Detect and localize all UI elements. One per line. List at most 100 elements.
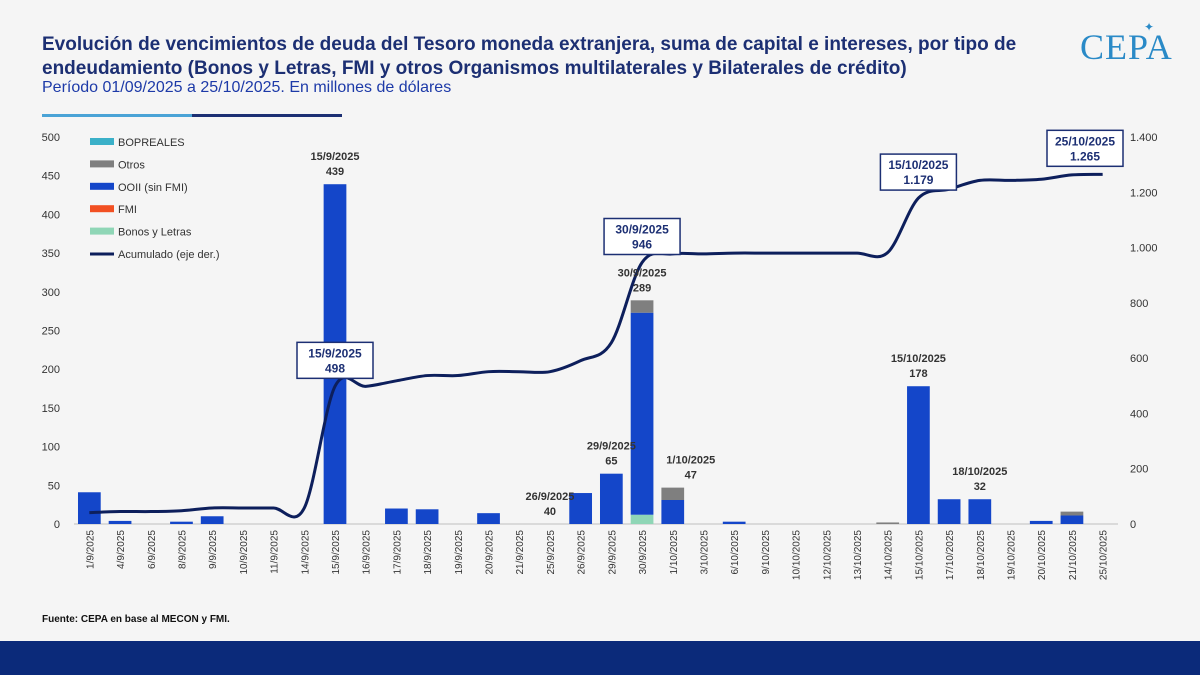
x-tick-label: 29/9/2025 [607, 530, 618, 575]
y-left-tick-label: 450 [42, 171, 60, 183]
y-right-tick-label: 0 [1130, 519, 1136, 531]
y-right-tick-label: 1.200 [1130, 187, 1158, 199]
bar-ooii [170, 521, 193, 524]
y-left-tick-label: 200 [42, 364, 60, 376]
bar-otros [876, 522, 900, 524]
footer-band [0, 641, 1200, 675]
callout-box [296, 341, 374, 380]
bar-otros [630, 300, 654, 313]
legend-swatch [90, 138, 114, 145]
x-tick-label: 1/9/2025 [85, 530, 96, 569]
bar-label-value: 47 [685, 470, 697, 482]
callout-value: 1.265 [1070, 149, 1100, 163]
x-tick-label: 25/10/2025 [1099, 530, 1110, 580]
bar-ooii [477, 513, 500, 524]
legend-swatch [90, 205, 114, 213]
x-tick-label: 9/10/2025 [761, 530, 772, 575]
x-tick-label: 1/10/2025 [669, 530, 680, 575]
x-tick-label: 4/9/2025 [116, 530, 127, 569]
x-tick-label: 17/10/2025 [945, 530, 956, 580]
bar-ooii [200, 516, 224, 524]
x-tick-label: 10/9/2025 [239, 530, 250, 575]
callout-date: 30/9/2025 [615, 222, 669, 236]
callout-value: 1.179 [903, 173, 933, 187]
bar-label-date: 15/10/2025 [891, 353, 946, 365]
x-tick-label: 14/9/2025 [300, 530, 311, 575]
legend-swatch [90, 227, 114, 235]
y-right-tick-label: 800 [1130, 298, 1148, 310]
x-tick-label: 6/10/2025 [730, 530, 741, 575]
x-tick-label: 19/10/2025 [1007, 530, 1018, 580]
bar-label-value: 439 [326, 166, 344, 178]
bar-otros [1060, 511, 1084, 516]
chart-title: Evolución de vencimientos de deuda del T… [42, 34, 1017, 79]
callout-box [879, 153, 958, 191]
x-tick-label: 10/10/2025 [792, 530, 803, 580]
x-tick-label: 15/10/2025 [914, 530, 925, 580]
bar-label-date: 15/9/2025 [311, 151, 360, 163]
bar-ooii [599, 473, 623, 524]
y-left-tick-label: 50 [48, 480, 60, 492]
y-right-tick-label: 600 [1130, 353, 1148, 365]
legend-label: Otros [118, 159, 145, 171]
x-tick-label: 25/9/2025 [546, 530, 557, 575]
x-tick-label: 14/10/2025 [884, 530, 895, 580]
legend-label: Bonos y Letras [118, 227, 192, 239]
callout-date: 15/9/2025 [308, 346, 362, 360]
bar-label-date: 30/9/2025 [618, 267, 667, 279]
y-right-tick-label: 1.400 [1130, 132, 1158, 144]
callout-value: 946 [632, 237, 652, 251]
callout-date: 25/10/2025 [1055, 134, 1115, 148]
bar-label-value: 40 [544, 506, 556, 518]
x-tick-label: 3/10/2025 [699, 530, 710, 575]
legend-label: FMI [118, 204, 137, 216]
cepa-logo: CEPA [1080, 27, 1173, 67]
y-left-tick-label: 0 [54, 519, 60, 531]
y-left-tick-label: 300 [42, 287, 60, 299]
x-tick-label: 30/9/2025 [638, 530, 649, 575]
x-tick-label: 11/9/2025 [270, 530, 281, 574]
x-tick-label: 15/9/2025 [331, 530, 342, 575]
y-left-tick-label: 500 [42, 132, 60, 144]
x-tick-label: 12/10/2025 [822, 530, 833, 580]
bar-ooii [77, 492, 101, 524]
bar-label-date: 1/10/2025 [666, 455, 715, 467]
logo-star-icon: ✦ [1144, 20, 1155, 34]
y-right-tick-label: 1.000 [1130, 243, 1158, 255]
bar-ooii [1029, 520, 1053, 524]
bar-ooii [569, 493, 593, 524]
legend-label: OOII (sin FMI) [118, 182, 188, 194]
y-right-tick-label: 400 [1130, 408, 1148, 420]
x-tick-label: 16/9/2025 [362, 530, 373, 575]
bar-ooii [385, 508, 408, 524]
y-right-tick-label: 200 [1130, 464, 1148, 476]
chart-subtitle: Período 01/09/2025 a 25/10/2025. En mill… [42, 79, 452, 96]
bar-label-date: 18/10/2025 [952, 466, 1007, 478]
bar-label-date: 29/9/2025 [587, 441, 636, 453]
y-left-tick-label: 250 [42, 326, 60, 338]
bar-label-value: 289 [633, 282, 651, 294]
x-tick-label: 21/10/2025 [1068, 530, 1079, 580]
bar-label-date: 26/9/2025 [525, 491, 574, 503]
bar-ooii [415, 509, 439, 524]
cumulative-line [89, 172, 1103, 519]
y-left-tick-label: 100 [42, 442, 60, 454]
bar-otros [661, 487, 685, 501]
x-tick-label: 17/9/2025 [392, 530, 403, 575]
legend-label: Acumulado (eje der.) [118, 249, 220, 261]
legend-swatch [90, 182, 114, 190]
callout-date: 15/10/2025 [888, 158, 948, 172]
callout-box [1046, 129, 1124, 168]
callout-value: 498 [325, 361, 345, 375]
x-tick-label: 20/10/2025 [1037, 530, 1048, 580]
bar-ooii [630, 312, 654, 515]
debt-maturities-chart: 0 50 100 150 200 250 300 350 400 450 500 0 200 400 600… [42, 129, 1158, 580]
y-left-tick-label: 150 [42, 403, 60, 415]
legend-label: BOPREALES [118, 137, 185, 149]
x-tick-label: 19/9/2025 [454, 530, 465, 575]
x-tick-label: 8/9/2025 [177, 530, 188, 569]
bar-ooii [1060, 515, 1084, 524]
x-tick-label: 18/10/2025 [976, 530, 987, 580]
bar-ooii [108, 520, 132, 524]
x-tick-label: 18/9/2025 [423, 530, 434, 575]
